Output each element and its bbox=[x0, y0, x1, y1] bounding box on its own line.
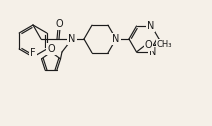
Text: O: O bbox=[55, 19, 63, 29]
Text: F: F bbox=[30, 48, 36, 57]
Text: N: N bbox=[149, 47, 156, 57]
Text: CH₃: CH₃ bbox=[157, 40, 172, 50]
Text: N: N bbox=[147, 21, 154, 31]
Text: N: N bbox=[112, 34, 120, 44]
Text: O: O bbox=[47, 44, 55, 54]
Text: N: N bbox=[68, 34, 76, 44]
Text: O: O bbox=[145, 40, 152, 50]
